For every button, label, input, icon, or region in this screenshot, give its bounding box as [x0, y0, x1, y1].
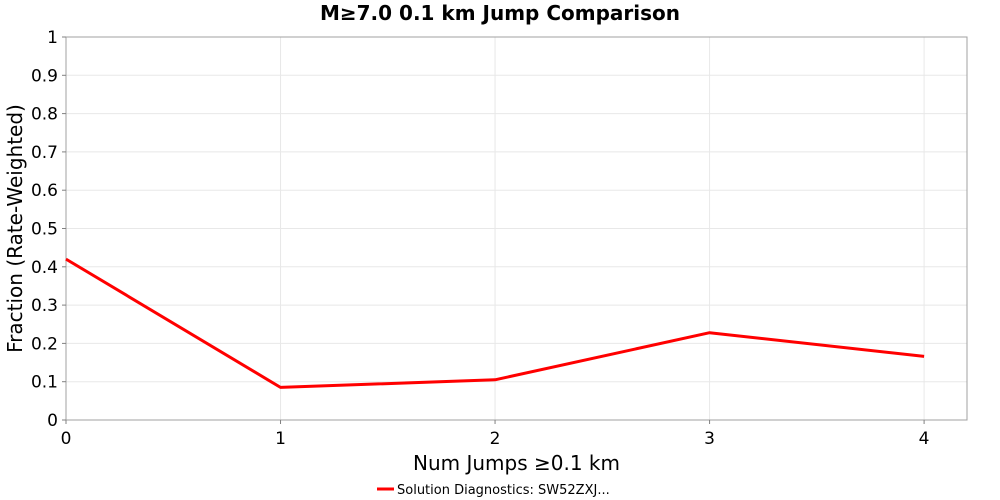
axis-ticks: 0 0.1 0.2 0.3 0.4 0.5 0.6 0.7 0.8 0.9 1 0 1 2 3 4	[31, 28, 930, 449]
chart-title: M≥7.0 0.1 km Jump Comparison	[320, 1, 680, 25]
x-tick-label: 2	[490, 429, 501, 449]
x-tick-label: 0	[61, 429, 72, 449]
y-tick-label: 0.4	[31, 258, 58, 278]
x-tick-label: 1	[275, 429, 286, 449]
legend: Solution Diagnostics: SW52ZXJ...	[377, 483, 610, 498]
y-axis-label: Fraction (Rate-Weighted)	[3, 104, 27, 353]
y-tick-label: 0.5	[31, 220, 58, 240]
x-tick-label: 4	[919, 429, 930, 449]
y-tick-label: 0.9	[31, 66, 58, 86]
x-axis-label: Num Jumps ≥0.1 km	[413, 451, 620, 475]
legend-label: Solution Diagnostics: SW52ZXJ...	[397, 483, 610, 498]
y-tick-label: 0.1	[31, 373, 58, 393]
y-tick-label: 1	[47, 28, 58, 48]
y-tick-label: 0.6	[31, 181, 58, 201]
y-tick-label: 0.3	[31, 296, 58, 316]
y-tick-label: 0.8	[31, 105, 58, 125]
y-tick-label: 0	[47, 411, 58, 431]
x-tick-label: 3	[704, 429, 715, 449]
y-tick-label: 0.2	[31, 334, 58, 354]
y-tick-label: 0.7	[31, 143, 58, 163]
grid	[65, 36, 967, 421]
series-layer	[65, 257, 925, 389]
